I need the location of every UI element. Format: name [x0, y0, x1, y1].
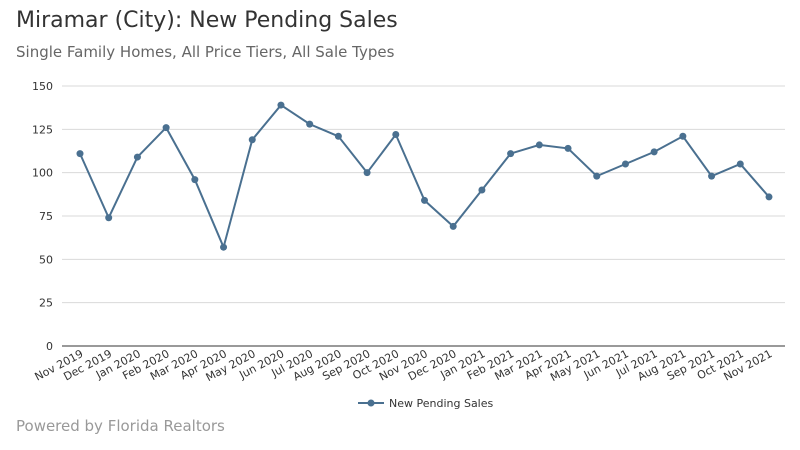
data-point — [449, 222, 457, 230]
data-point — [277, 101, 285, 109]
data-point — [220, 243, 228, 251]
chart-title: Miramar (City): New Pending Sales — [16, 8, 398, 33]
data-point — [765, 193, 773, 201]
data-point — [621, 160, 629, 168]
y-tick-label: 125 — [32, 123, 53, 136]
series-line — [79, 103, 770, 251]
footer-credit: Powered by Florida Realtors — [16, 417, 225, 435]
y-tick-label: 75 — [39, 210, 53, 223]
data-point — [392, 131, 400, 139]
y-tick-label: 150 — [32, 80, 53, 93]
data-point — [76, 150, 84, 158]
data-point — [248, 136, 256, 144]
data-point — [593, 172, 601, 180]
y-tick-label: 100 — [32, 167, 53, 180]
data-point — [535, 141, 543, 149]
y-tick-label: 25 — [39, 297, 53, 310]
y-tick-label: 50 — [39, 253, 53, 266]
data-point — [679, 132, 687, 140]
data-point — [191, 176, 199, 184]
data-point — [105, 214, 113, 222]
legend-marker-icon — [367, 399, 375, 407]
data-point — [334, 132, 342, 140]
chart-subtitle: Single Family Homes, All Price Tiers, Al… — [16, 43, 395, 61]
data-point — [708, 172, 716, 180]
data-point — [478, 186, 486, 194]
data-point — [133, 153, 141, 161]
data-point — [650, 148, 658, 156]
data-point — [507, 150, 515, 158]
legend-label: New Pending Sales — [389, 397, 494, 410]
data-point — [564, 144, 572, 152]
data-point — [736, 160, 744, 168]
data-point — [306, 120, 314, 128]
y-tick-label: 0 — [46, 340, 53, 353]
data-point — [363, 169, 371, 177]
data-point — [421, 196, 428, 204]
data-point — [162, 124, 170, 132]
